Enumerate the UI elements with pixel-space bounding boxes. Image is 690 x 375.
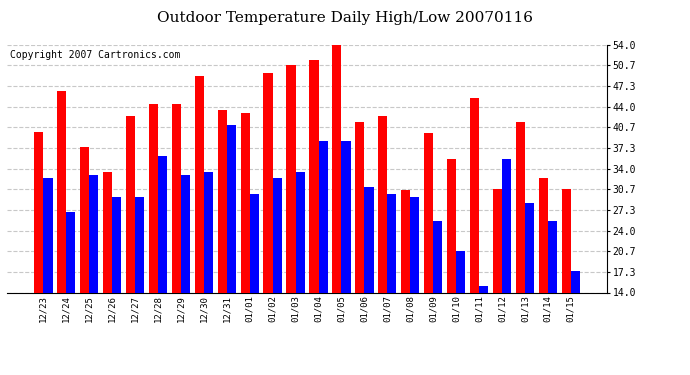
Bar <box>493 189 502 375</box>
Bar <box>43 178 52 375</box>
Bar <box>295 172 305 375</box>
Bar <box>250 194 259 375</box>
Bar <box>181 175 190 375</box>
Bar <box>364 188 373 375</box>
Bar <box>333 45 342 375</box>
Bar <box>66 212 75 375</box>
Bar <box>103 172 112 375</box>
Bar <box>525 203 534 375</box>
Bar <box>562 189 571 375</box>
Bar <box>57 92 66 375</box>
Bar <box>411 196 420 375</box>
Bar <box>479 286 489 375</box>
Bar <box>539 178 548 375</box>
Bar <box>126 116 135 375</box>
Bar <box>548 221 557 375</box>
Bar <box>172 104 181 375</box>
Bar <box>387 194 397 375</box>
Bar <box>241 113 250 375</box>
Bar <box>158 156 167 375</box>
Bar <box>195 76 204 375</box>
Bar <box>470 98 479 375</box>
Bar <box>204 172 213 375</box>
Bar <box>309 60 319 375</box>
Bar <box>34 132 43 375</box>
Bar <box>89 175 99 375</box>
Bar <box>502 159 511 375</box>
Bar <box>286 65 295 375</box>
Bar <box>433 221 442 375</box>
Bar <box>342 141 351 375</box>
Text: Copyright 2007 Cartronics.com: Copyright 2007 Cartronics.com <box>10 50 180 60</box>
Bar <box>447 159 456 375</box>
Bar <box>355 122 364 375</box>
Bar <box>456 251 465 375</box>
Bar <box>135 196 144 375</box>
Bar <box>401 190 411 375</box>
Bar <box>378 116 387 375</box>
Bar <box>227 126 236 375</box>
Bar <box>319 141 328 375</box>
Bar <box>424 134 433 375</box>
Bar <box>217 110 227 375</box>
Bar <box>80 147 89 375</box>
Text: Outdoor Temperature Daily High/Low 20070116: Outdoor Temperature Daily High/Low 20070… <box>157 11 533 25</box>
Bar <box>149 104 158 375</box>
Bar <box>112 196 121 375</box>
Bar <box>264 73 273 375</box>
Bar <box>273 178 282 375</box>
Bar <box>515 122 525 375</box>
Bar <box>571 271 580 375</box>
